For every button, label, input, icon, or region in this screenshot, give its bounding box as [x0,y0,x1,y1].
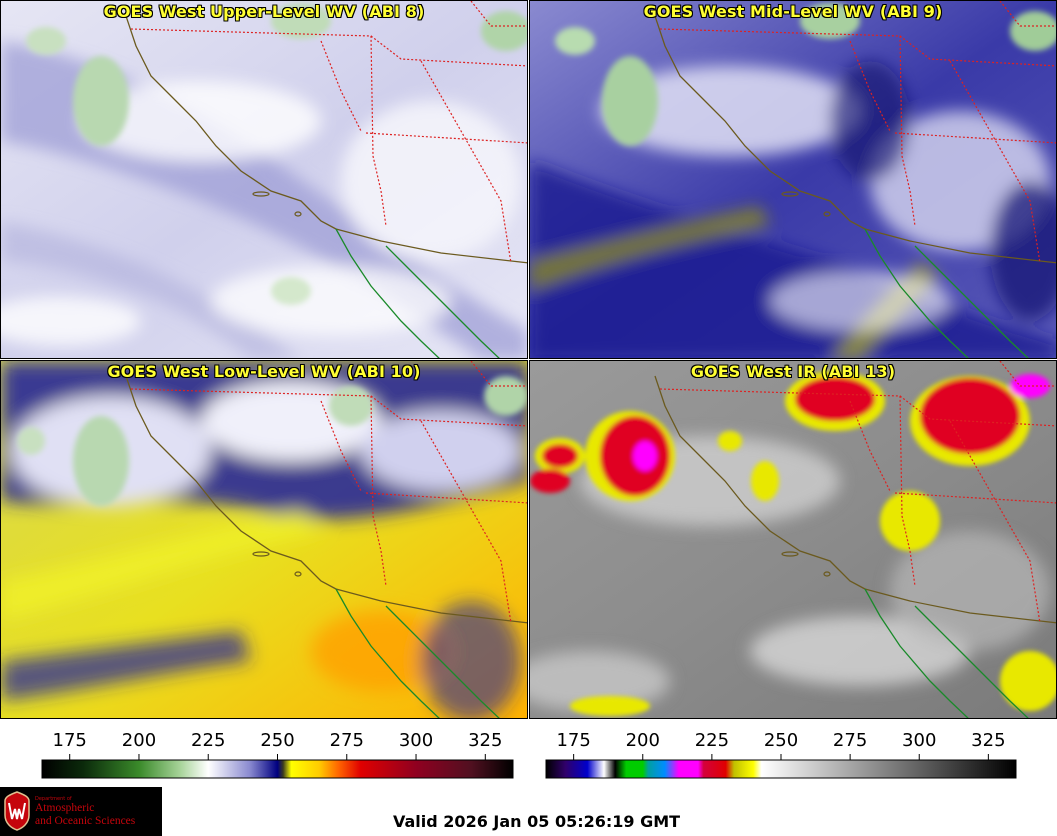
logo-name-line2: and Oceanic Sciences [35,815,136,827]
colorbar-tick-label: 200 [121,730,157,751]
colorbar-tick-label: 250 [763,730,799,751]
logo-dept-text: Department of [35,796,72,802]
mid-level-wv-map-overlay [654,1,1056,358]
panel-title: GOES West Low-Level WV (ABI 10) [107,362,421,381]
colorbar-tick-label: 325 [971,730,1006,751]
aos-logo: Department of Atmospheric and Oceanic Sc… [0,787,162,836]
mid-level-wv-panel: GOES West Mid-Level WV (ABI 9) [529,0,1057,359]
upper-level-wv-panel: GOES West Upper-Level WV (ABI 8) [0,0,528,359]
colorbar-tick-label: 225 [191,730,226,751]
colorbar-tick-label: 250 [260,730,295,751]
ir-panel: GOES West IR (ABI 13) [529,360,1057,719]
panel-title: GOES West Mid-Level WV (ABI 9) [643,2,943,21]
ir-colorbar: 175 200 225 250 275 300 325 [544,722,1018,782]
ir-imagery [530,361,1056,718]
upper-level-wv-map-overlay [125,1,527,358]
low-level-wv-map-overlay [125,361,527,718]
colorbar-tick-label: 225 [694,730,730,751]
colorbar-tick-label: 325 [468,730,503,751]
colorbar-tick-label: 175 [556,730,591,751]
valid-time: Valid 2026 Jan 05 05:26:19 GMT [393,812,681,831]
uw-crest-icon [4,791,30,831]
low-level-wv-panel: GOES West Low-Level WV (ABI 10) [0,360,528,719]
colorbar-tick-label: 275 [832,730,868,751]
panel-title: GOES West IR (ABI 13) [690,362,896,381]
wv-colorbar-graphic [41,754,514,779]
colorbar-tick-label: 300 [398,730,434,751]
panel-title: GOES West Upper-Level WV (ABI 8) [103,2,425,21]
colorbar-tick-label: 275 [329,730,364,751]
colorbar-tick-label: 200 [625,730,660,751]
ir-map-overlay [654,361,1056,718]
ir-colorbar-graphic [545,754,1017,779]
colorbar-tick-label: 175 [52,730,87,751]
colorbar-tick-label: 300 [902,730,937,751]
logo-name-line1: Atmospheric [35,802,95,814]
low-level-wv-imagery [1,361,527,718]
wv-colorbar: 175 200 225 250 275 300 325 [40,722,515,782]
